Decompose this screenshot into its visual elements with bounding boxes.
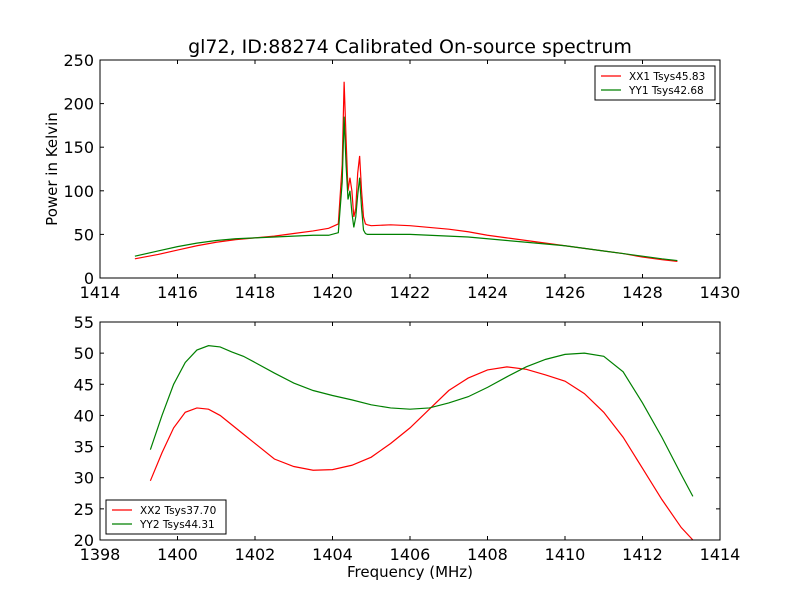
series-line-xx <box>149 366 694 541</box>
legend: XX2 Tsys37.70 YY2 Tsys44.31 <box>105 499 227 535</box>
y-tick-label: 30 <box>74 469 94 488</box>
x-tick-label: 1402 <box>235 545 276 564</box>
x-tick-label: 1424 <box>467 283 508 302</box>
y-tick-label: 40 <box>74 406 94 425</box>
x-tick-label: 1398 <box>80 545 121 564</box>
y-tick-label: 150 <box>63 138 94 157</box>
legend-box <box>105 499 227 535</box>
y-tick-label: 20 <box>74 531 94 550</box>
series-line-yy <box>134 116 678 262</box>
y-tick-label: 50 <box>74 344 94 363</box>
legend-label: YY1 Tsys42.68 <box>628 85 704 97</box>
series-line-xx <box>134 81 678 263</box>
y-tick-label: 50 <box>74 225 94 244</box>
series-line-yy <box>149 345 694 497</box>
x-tick-label: 1430 <box>700 283 741 302</box>
x-tick-label: 1410 <box>545 545 586 564</box>
y-tick-label: 35 <box>74 438 94 457</box>
y-tick-label: 55 <box>74 313 94 332</box>
legend-label: XX1 Tsys45.83 <box>629 71 705 83</box>
x-tick-label: 1404 <box>312 545 353 564</box>
y-tick-label: 250 <box>63 51 94 70</box>
legend: XX1 Tsys45.83 YY1 Tsys42.68 <box>594 65 716 101</box>
y-tick-label: 45 <box>74 375 94 394</box>
legend-label: YY2 Tsys44.31 <box>139 519 215 531</box>
chart-title: gl72, ID:88274 Calibrated On-source spec… <box>188 36 632 58</box>
x-tick-label: 1422 <box>390 283 431 302</box>
x-tick-label: 1418 <box>235 283 276 302</box>
y-tick-label: 25 <box>74 500 94 519</box>
x-tick-label: 1416 <box>157 283 198 302</box>
x-tick-label: 1412 <box>622 545 663 564</box>
top-spectrum-panel: 1414 1416 1418 1420 1422 1424 1426 1428 1430 0 50 1… <box>43 51 740 302</box>
bottom-spectrum-panel: 1398 1400 1402 1404 1406 1408 1410 1412 1414 20 25… <box>74 313 741 581</box>
x-tick-label: 1420 <box>312 283 353 302</box>
y-tick-label: 0 <box>84 269 94 288</box>
x-tick-label: 1414 <box>700 545 741 564</box>
y-tick-label: 200 <box>63 95 94 114</box>
x-tick-label: 1414 <box>80 283 121 302</box>
y-axis-label: Power in Kelvin <box>43 112 61 226</box>
y-tick-label: 100 <box>63 182 94 201</box>
x-axis-label: Frequency (MHz) <box>347 563 473 581</box>
legend-label: XX2 Tsys37.70 <box>140 505 216 517</box>
x-tick-label: 1400 <box>157 545 198 564</box>
x-tick-label: 1426 <box>545 283 586 302</box>
x-tick-label: 1408 <box>467 545 508 564</box>
x-tick-label: 1428 <box>622 283 663 302</box>
x-tick-label: 1406 <box>390 545 431 564</box>
legend-box <box>594 65 716 101</box>
